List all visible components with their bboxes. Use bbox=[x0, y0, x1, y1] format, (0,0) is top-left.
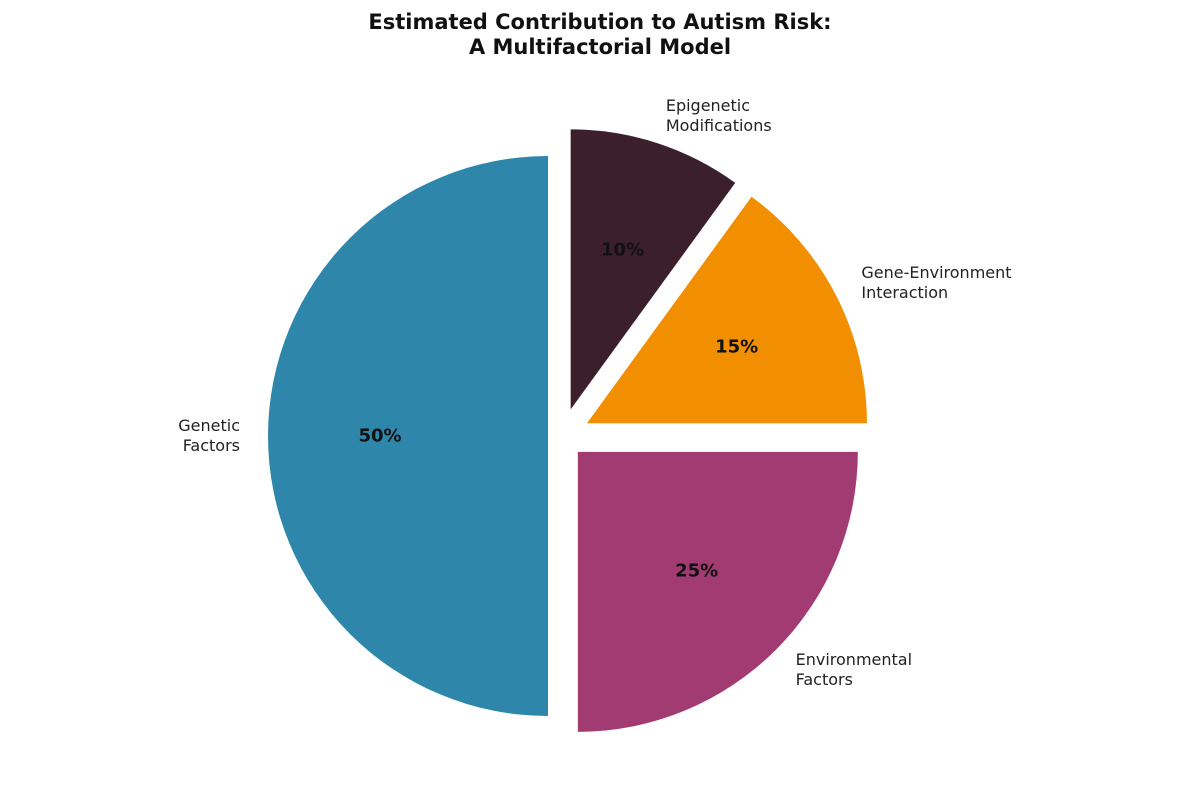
pie-slice bbox=[577, 451, 858, 732]
value-label: 15% bbox=[715, 336, 759, 358]
pie-slice bbox=[268, 156, 548, 716]
slice-label: Epigenetic Modifications bbox=[665, 96, 772, 136]
pie-slice bbox=[570, 129, 736, 410]
value-label: 10% bbox=[601, 239, 645, 261]
chart-title: Estimated Contribution to Autism Risk: A… bbox=[368, 10, 832, 59]
value-label: 50% bbox=[358, 425, 402, 447]
value-label: 25% bbox=[675, 560, 719, 582]
slice-label: Gene-Environment Interaction bbox=[861, 263, 1012, 303]
pie-slice bbox=[586, 196, 867, 424]
slice-label: Genetic Factors bbox=[178, 416, 240, 455]
slice-label: Environmental Factors bbox=[795, 649, 913, 689]
